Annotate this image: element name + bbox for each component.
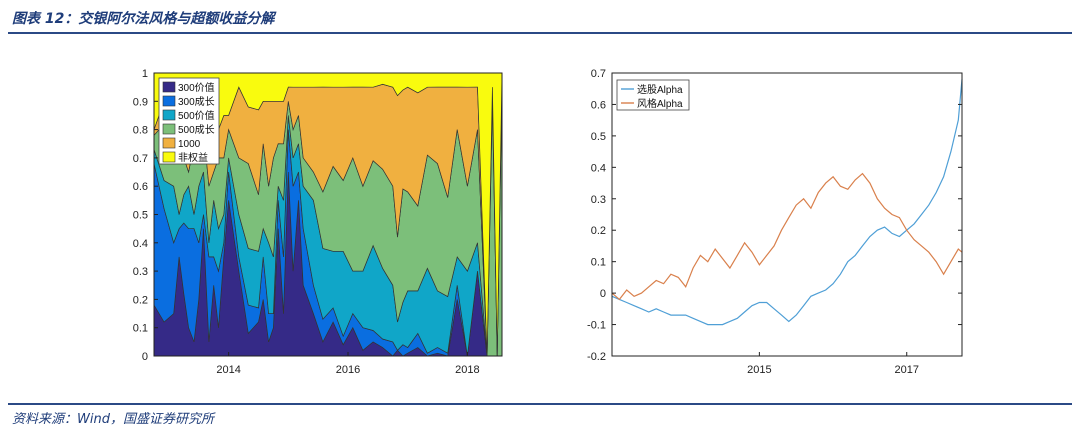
x-tick-label: 2015 xyxy=(747,364,771,376)
y-tick-label: 0 xyxy=(600,288,606,300)
stacked-area-chart: 0 0.1 0.2 0.3 0.4 0.5 0.6 0.7 0.8 0.9 1 2014 2016 201… xyxy=(133,68,503,376)
legend-swatch-2 xyxy=(162,95,176,107)
header-rule xyxy=(8,32,1072,34)
x-tick-label: 2018 xyxy=(455,364,479,376)
legend-label-3: 500价值 xyxy=(178,109,215,122)
y-tick-label: 0.5 xyxy=(591,131,606,143)
alpha-line-chart: -0.2 -0.1 0 0.1 0.2 0.3 0.4 0.5 0.6 0.7 2015 2017 选股… xyxy=(587,68,963,376)
legend-swatch-3 xyxy=(162,109,176,121)
y-tick-label: 0.4 xyxy=(591,162,606,174)
figure-title: 图表 12：交银阿尔法风格与超额收益分解 xyxy=(12,11,275,27)
legend-box xyxy=(158,77,220,165)
x-tick-label: 2016 xyxy=(336,364,360,376)
y-tick-label: 0.1 xyxy=(591,257,606,269)
y-tick-label: 0.2 xyxy=(133,294,148,306)
x-tick-label: 2014 xyxy=(216,364,240,376)
y-tick-label: 0.6 xyxy=(133,181,148,193)
legend-swatch-4 xyxy=(162,123,176,135)
legend-box xyxy=(616,79,690,111)
y-tick-label: 0.5 xyxy=(133,210,148,222)
legend-label-1: 300价值 xyxy=(178,81,215,94)
y-tick-label: 0.3 xyxy=(591,194,606,206)
y-tick-label: 0.7 xyxy=(591,68,606,80)
y-tick-label: 1 xyxy=(142,68,148,80)
y-tick-label: -0.2 xyxy=(587,351,606,363)
legend-label-5: 1000 xyxy=(178,139,201,150)
legend-label-1: 选股Alpha xyxy=(637,83,683,96)
source-note: 资料来源：Wind，国盛证券研究所 xyxy=(12,412,214,427)
y-tick-label: 0.6 xyxy=(591,99,606,111)
plot-area xyxy=(612,73,962,356)
legend-label-4: 500成长 xyxy=(178,124,215,136)
x-tick-label: 2017 xyxy=(894,364,918,376)
y-tick-label: 0.9 xyxy=(133,96,148,108)
legend-label-6: 非权益 xyxy=(178,151,208,164)
footer-rule xyxy=(8,403,1072,405)
legend-swatch-1 xyxy=(162,81,176,93)
y-tick-label: 0.3 xyxy=(133,266,148,278)
y-tick-label: 0.1 xyxy=(133,323,148,335)
y-tick-label: 0.2 xyxy=(591,225,606,237)
legend-swatch-5 xyxy=(162,137,176,149)
legend-swatch-6 xyxy=(162,151,176,163)
legend-label-2: 风格Alpha xyxy=(637,97,683,110)
y-tick-label: -0.1 xyxy=(587,320,606,332)
line-series-2 xyxy=(611,172,963,301)
y-tick-label: 0 xyxy=(142,351,148,363)
plot-frame xyxy=(611,72,963,357)
y-tick-label: 0.4 xyxy=(133,238,148,250)
legend-label-2: 300成长 xyxy=(178,96,215,108)
y-tick-label: 0.8 xyxy=(133,125,148,137)
y-tick-label: 0.7 xyxy=(133,153,148,165)
